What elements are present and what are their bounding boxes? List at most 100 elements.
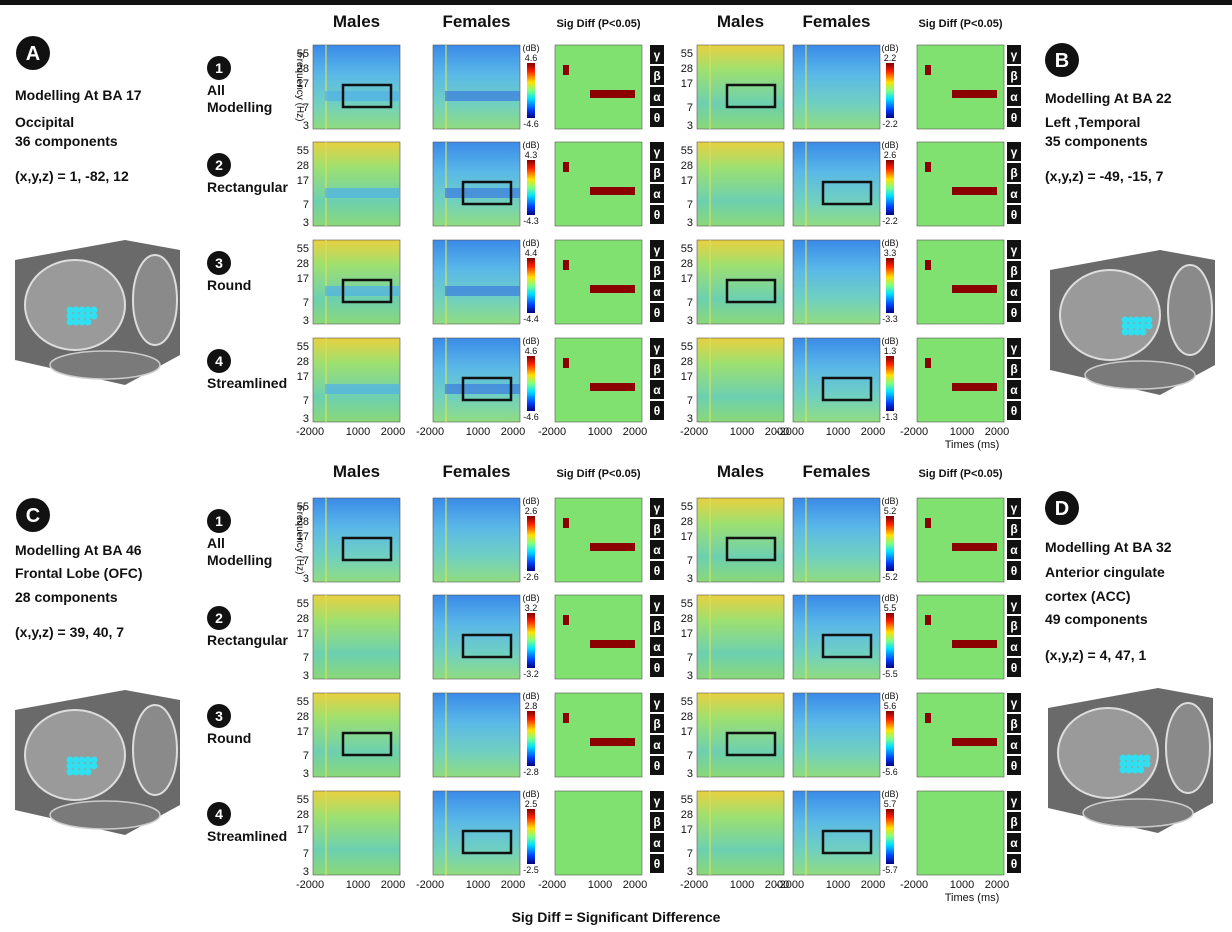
column-header: Males: [717, 12, 764, 31]
row-label: Modelling: [207, 552, 272, 568]
column-header: Females: [442, 462, 510, 481]
row-number: 1: [215, 60, 223, 76]
time-tick-label: 1000: [346, 426, 370, 438]
time-tick-label: -200: [296, 879, 318, 891]
row-label: All: [207, 535, 225, 551]
freq-tick-label: 55: [681, 598, 693, 610]
time-tick-label: 0: [798, 879, 804, 891]
colorbar: [886, 160, 894, 215]
colorbar-unit: (dB): [522, 238, 539, 248]
colorbar-min: -4.4: [523, 314, 539, 324]
onset-line: [445, 240, 447, 324]
band-label: α: [1010, 90, 1018, 104]
freq-tick-label: 28: [297, 711, 309, 723]
freq-tick-label: 7: [687, 555, 693, 567]
freq-tick-label: 3: [303, 217, 309, 229]
panel-text: Modelling At BA 32: [1045, 539, 1172, 555]
onset-line: [805, 142, 807, 226]
freq-tick-label: 7: [303, 102, 309, 114]
figure: Sig Diff = Significant Difference MalesF…: [0, 0, 1232, 932]
band-label: α: [653, 383, 661, 397]
column-header: Females: [802, 12, 870, 31]
sig-map: [555, 693, 642, 777]
colorbar: [886, 516, 894, 571]
freq-tick-label: 3: [687, 768, 693, 780]
dipole: [73, 313, 80, 320]
time-tick-label: 0: [318, 879, 324, 891]
colorbar: [527, 516, 535, 571]
colorbar-max: 5.6: [884, 701, 897, 711]
time-tick-label: -200: [776, 426, 798, 438]
onset-line: [445, 142, 447, 226]
time-tick-label: 2000: [381, 426, 405, 438]
colorbar-min: -5.2: [882, 572, 898, 582]
dipole: [67, 313, 74, 320]
dipole: [1122, 329, 1129, 336]
band-label: α: [653, 90, 661, 104]
freq-tick-label: 17: [681, 371, 693, 383]
colorbar: [527, 63, 535, 118]
sig-cluster: [590, 640, 635, 648]
freq-tick-label: 55: [297, 145, 309, 157]
sig-cluster: [563, 615, 569, 625]
colorbar: [886, 711, 894, 766]
band-label: β: [653, 166, 660, 180]
sig-map: [555, 142, 642, 226]
freq-tick-label: 3: [687, 315, 693, 327]
dipole: [91, 307, 98, 314]
colorbar-min: -4.6: [523, 119, 539, 129]
row-label: Round: [207, 730, 251, 746]
band-label: α: [1010, 187, 1018, 201]
column-header: Sig Diff (P<0.05): [918, 18, 1002, 30]
panel-text: Modelling At BA 46: [15, 542, 142, 558]
dipole: [1122, 317, 1129, 324]
brain-slice: [1085, 361, 1195, 389]
sig-map: [917, 240, 1004, 324]
freq-tick-label: 28: [681, 809, 693, 821]
sig-map: [917, 338, 1004, 422]
freq-tick-label: 7: [687, 395, 693, 407]
freq-tick-label: 17: [297, 824, 309, 836]
colorbar: [527, 258, 535, 313]
colorbar-unit: (dB): [881, 691, 898, 701]
time-tick-label: 1000: [588, 426, 612, 438]
panel-letter: D: [1055, 498, 1069, 520]
dipole: [1138, 761, 1145, 768]
colorbar-max: 2.5: [525, 799, 538, 809]
time-tick-label: -200: [900, 426, 922, 438]
sig-map: [555, 45, 642, 129]
colorbar-unit: (dB): [522, 789, 539, 799]
dipole: [79, 769, 86, 776]
freq-tick-label: 28: [297, 356, 309, 368]
sig-cluster: [952, 383, 997, 391]
colorbar-min: -3.3: [882, 314, 898, 324]
time-tick-label: 1000: [588, 879, 612, 891]
dipole: [79, 757, 86, 764]
freq-tick-label: 28: [681, 258, 693, 270]
sig-map: [555, 791, 642, 875]
dipole: [1122, 323, 1129, 330]
freq-tick-label: 55: [681, 794, 693, 806]
dipole: [67, 763, 74, 770]
colorbar-max: 2.6: [884, 150, 897, 160]
dipole: [85, 307, 92, 314]
band-label: α: [1010, 285, 1018, 299]
freq-tick-label: 28: [681, 613, 693, 625]
dipole: [1126, 755, 1133, 762]
dipole: [1126, 767, 1133, 774]
colorbar-unit: (dB): [881, 238, 898, 248]
band-label: θ: [1011, 857, 1018, 871]
onset-line: [445, 45, 447, 129]
onset-line: [325, 338, 327, 422]
colorbar-min: -5.7: [882, 865, 898, 875]
dipole: [79, 313, 86, 320]
band-label: α: [1010, 738, 1018, 752]
time-tick-label: -200: [416, 426, 438, 438]
row-number: 1: [215, 513, 223, 529]
freq-tick-label: 7: [687, 102, 693, 114]
onset-line: [325, 498, 327, 582]
colorbar-min: -4.3: [523, 216, 539, 226]
freq-tick-label: 17: [297, 175, 309, 187]
colorbar: [886, 809, 894, 864]
dipole: [1134, 317, 1141, 324]
